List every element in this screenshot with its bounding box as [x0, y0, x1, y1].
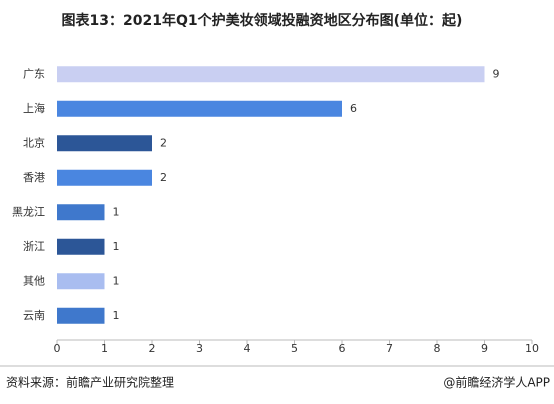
- data-label: 1: [113, 240, 120, 253]
- bar: [57, 238, 105, 255]
- y-tick-label: 北京: [23, 135, 45, 149]
- bar: [57, 307, 105, 324]
- y-tick-label: 其他: [23, 274, 45, 287]
- x-tick-label: 5: [291, 342, 298, 355]
- y-tick-label: 广东: [23, 67, 45, 80]
- y-tick-label: 上海: [23, 101, 45, 115]
- y-tick-label: 浙江: [23, 240, 45, 253]
- data-label: 2: [160, 171, 167, 184]
- bar: [57, 273, 105, 290]
- bar: [57, 204, 105, 221]
- x-tick-label: 1: [101, 342, 108, 355]
- y-tick-label: 黑龙江: [12, 205, 45, 218]
- y-tick-label: 云南: [23, 309, 45, 322]
- source: 资料来源：前瞻产业研究院整理: [6, 375, 174, 390]
- chart-title: 图表13：2021年Q1个护美妆领域投融资地区分布图(单位：起): [62, 12, 463, 29]
- data-label: 6: [350, 102, 357, 115]
- data-label: 1: [113, 274, 120, 287]
- x-tick-label: 3: [196, 342, 203, 355]
- x-tick-label: 4: [244, 342, 251, 355]
- data-label: 1: [113, 205, 120, 218]
- data-label: 1: [113, 309, 120, 322]
- x-tick-label: 10: [525, 342, 539, 355]
- x-tick-label: 8: [434, 342, 441, 355]
- x-tick-label: 0: [54, 342, 61, 355]
- x-tick-label: 7: [386, 342, 393, 355]
- bar: [57, 169, 152, 186]
- data-label: 2: [160, 136, 167, 149]
- bar: [57, 66, 485, 83]
- x-tick-label: 2: [149, 342, 156, 355]
- data-label: 9: [493, 67, 500, 80]
- x-tick-label: 9: [481, 342, 488, 355]
- brand: @前瞻经济学人APP: [443, 375, 550, 390]
- bar: [57, 135, 152, 152]
- bar: [57, 100, 342, 117]
- y-tick-label: 香港: [23, 171, 45, 184]
- x-tick-label: 6: [339, 342, 346, 355]
